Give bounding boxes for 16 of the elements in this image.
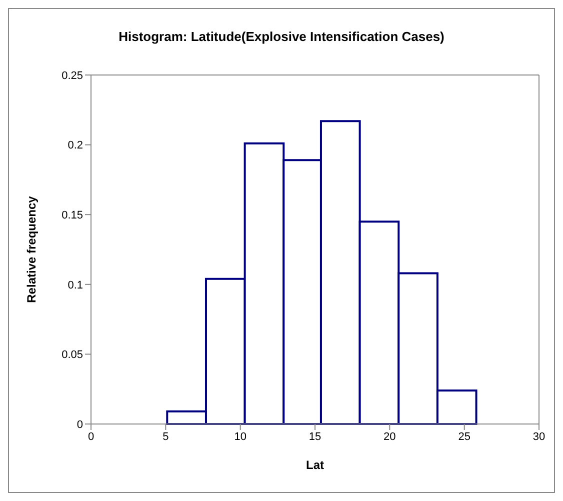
y-tick-label: 0.25	[62, 70, 83, 82]
x-tick-label: 10	[234, 430, 246, 443]
y-tick-label: 0	[76, 418, 83, 431]
y-tick-label: 0.2	[68, 140, 83, 152]
chart-title: Histogram: Latitude(Explosive Intensification Cases)	[118, 29, 446, 44]
x-tick-label: 15	[308, 430, 322, 443]
x-tick-label: 30	[532, 430, 546, 443]
x-axis-title: Lat	[306, 458, 324, 472]
y-tick-label: 0.05	[62, 349, 83, 362]
y-axis-title: Relative frequency	[24, 196, 38, 303]
x-tick-label: 5	[162, 430, 169, 443]
y-tick-label: 0.15	[62, 210, 83, 222]
x-tick-label: 25	[458, 430, 470, 443]
y-tick-label: 0.1	[68, 279, 83, 292]
x-tick-label: 20	[384, 430, 396, 443]
x-tick-label: 0	[88, 430, 94, 443]
